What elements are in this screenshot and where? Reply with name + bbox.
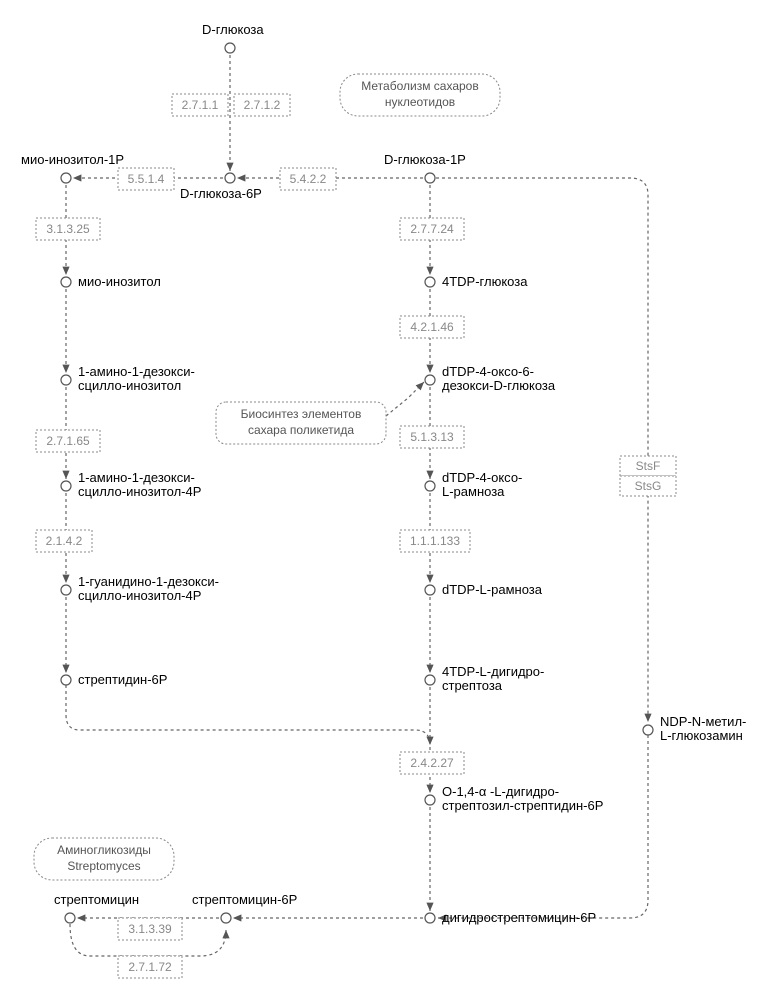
- enzyme-label-2.4.2.27: 2.4.2.27: [410, 756, 454, 770]
- node-o-14-alpha: [425, 795, 435, 805]
- pathway-label-sugar-nucleotide-0: Метаболизм сахаров: [361, 79, 478, 93]
- curved-ndp-to-dihydro: [438, 735, 648, 918]
- node-label-ndp-n-methyl-0: NDP-N-метил-: [660, 714, 746, 729]
- enzyme-label-2.7.1.65: 2.7.1.65: [46, 434, 90, 448]
- curved-polyketide-to-dtdp: [386, 382, 424, 416]
- enzyme-label-5.5.1.4: 5.5.1.4: [128, 172, 165, 186]
- node-label-d-glucose-0: D-глюкоза: [202, 22, 264, 37]
- node-label-o-14-alpha-0: O-1,4-α -L-дигидро-: [442, 784, 559, 799]
- pathway-label-aminoglycosides-1: Streptomyces: [67, 859, 140, 873]
- enzyme-label-2.1.4.2: 2.1.4.2: [46, 534, 83, 548]
- node-label-ndp-n-methyl-1: L-глюкозамин: [660, 728, 743, 743]
- node-label-amino-deoxy-scyllo-4p-0: 1-амино-1-дезокси-: [78, 470, 195, 485]
- curved-glucose1p-to-ndp: [436, 178, 648, 722]
- node-label-amino-deoxy-scyllo-4p-1: сцилло-инозитол-4P: [78, 484, 201, 499]
- node-d-glucose-1p: [425, 173, 435, 183]
- enzyme-label-2.7.1.1: 2.7.1.1: [182, 98, 219, 112]
- curved-streptidine-to-mid: [66, 685, 430, 745]
- enzyme-label-5.1.3.13: 5.1.3.13: [410, 430, 454, 444]
- node-guanidino-deoxy-scyllo-4p: [61, 585, 71, 595]
- node-streptidine-6p: [61, 675, 71, 685]
- node-label-4tdp-l-dihydro-streptose-1: стрептоза: [442, 678, 503, 693]
- node-label-dtdp-4-oxo-rhamnose-0: dTDP-4-оксо-: [442, 470, 522, 485]
- node-myo-inositol: [61, 277, 71, 287]
- enzyme-label-5.4.2.2: 5.4.2.2: [290, 172, 327, 186]
- node-label-guanidino-deoxy-scyllo-4p-0: 1-гуанидино-1-дезокси-: [78, 574, 219, 589]
- pathway-label-polyketide-0: Биосинтез элементов: [241, 407, 362, 421]
- enzyme-label-StsG: StsG: [635, 479, 662, 493]
- node-label-4tdp-l-dihydro-streptose-0: 4TDP-L-дигидро-: [442, 664, 544, 679]
- enzyme-label-3.1.3.39: 3.1.3.39: [128, 922, 172, 936]
- pathway-label-aminoglycosides-0: Аминогликозиды: [57, 843, 151, 857]
- node-amino-deoxy-scyllo-4p: [61, 481, 71, 491]
- node-dtdp-l-rhamnose: [425, 585, 435, 595]
- node-d-glucose: [225, 43, 235, 53]
- node-ndp-n-methyl: [643, 725, 653, 735]
- node-label-dihydrostreptomycin-6p-0: дигидрострептомицин-6P: [442, 910, 596, 925]
- node-label-dtdp-l-rhamnose-0: dTDP-L-рамноза: [442, 582, 543, 597]
- node-label-amino-deoxy-scyllo-0: 1-амино-1-дезокси-: [78, 364, 195, 379]
- node-dihydrostreptomycin-6p: [425, 913, 435, 923]
- enzyme-label-2.7.7.24: 2.7.7.24: [410, 222, 454, 236]
- pathway-label-polyketide-1: сахара поликетида: [248, 423, 354, 437]
- node-4tdp-l-dihydro-streptose: [425, 675, 435, 685]
- node-label-streptomycin-6p-0: стрептомицин-6P: [192, 892, 297, 907]
- node-d-glucose-6p: [225, 173, 235, 183]
- enzyme-label-StsF: StsF: [636, 459, 661, 473]
- node-dtdp-4-oxo-rhamnose: [425, 481, 435, 491]
- enzyme-label-3.1.3.25: 3.1.3.25: [46, 222, 90, 236]
- node-label-d-glucose-1p-0: D-глюкоза-1P: [384, 152, 466, 167]
- node-myo-inositol-1p: [61, 173, 71, 183]
- node-label-myo-inositol-1p-0: мио-инозитол-1P: [21, 152, 124, 167]
- node-label-dtdp-4-oxo-6-0: dTDP-4-оксо-6-: [442, 364, 534, 379]
- node-label-myo-inositol-0: мио-инозитол: [78, 274, 161, 289]
- node-label-d-glucose-6p-0: D-глюкоза-6P: [180, 186, 262, 201]
- node-label-amino-deoxy-scyllo-1: сцилло-инозитол: [78, 378, 181, 393]
- node-streptomycin-6p: [221, 913, 231, 923]
- pathway-diagram: 2.7.1.1 2.7.1.2 5.5.1.4 5.4.2.2 3.1.3.25 2.7.…: [0, 0, 764, 1000]
- enzyme-label-2.7.1.2: 2.7.1.2: [244, 98, 281, 112]
- node-dtdp-4-oxo-6: [425, 375, 435, 385]
- node-label-dtdp-4-oxo-rhamnose-1: L-рамноза: [442, 484, 505, 499]
- node-label-guanidino-deoxy-scyllo-4p-1: сцилло-инозитол-4P: [78, 588, 201, 603]
- enzyme-label-2.7.1.72: 2.7.1.72: [128, 960, 172, 974]
- node-label-4tdp-glucose-0: 4TDP-глюкоза: [442, 274, 528, 289]
- node-label-streptomycin-0: стрептомицин: [54, 892, 139, 907]
- enzyme-label-1.1.1.133: 1.1.1.133: [410, 534, 460, 548]
- node-label-dtdp-4-oxo-6-1: дезокси-D-глюкоза: [442, 378, 556, 393]
- node-amino-deoxy-scyllo: [61, 375, 71, 385]
- enzyme-label-4.2.1.46: 4.2.1.46: [410, 320, 454, 334]
- node-label-streptidine-6p-0: стрептидин-6P: [78, 672, 167, 687]
- node-label-o-14-alpha-1: стрептозил-стрептидин-6P: [442, 798, 603, 813]
- node-4tdp-glucose: [425, 277, 435, 287]
- pathway-label-sugar-nucleotide-1: нуклеотидов: [385, 95, 455, 109]
- node-streptomycin: [65, 913, 75, 923]
